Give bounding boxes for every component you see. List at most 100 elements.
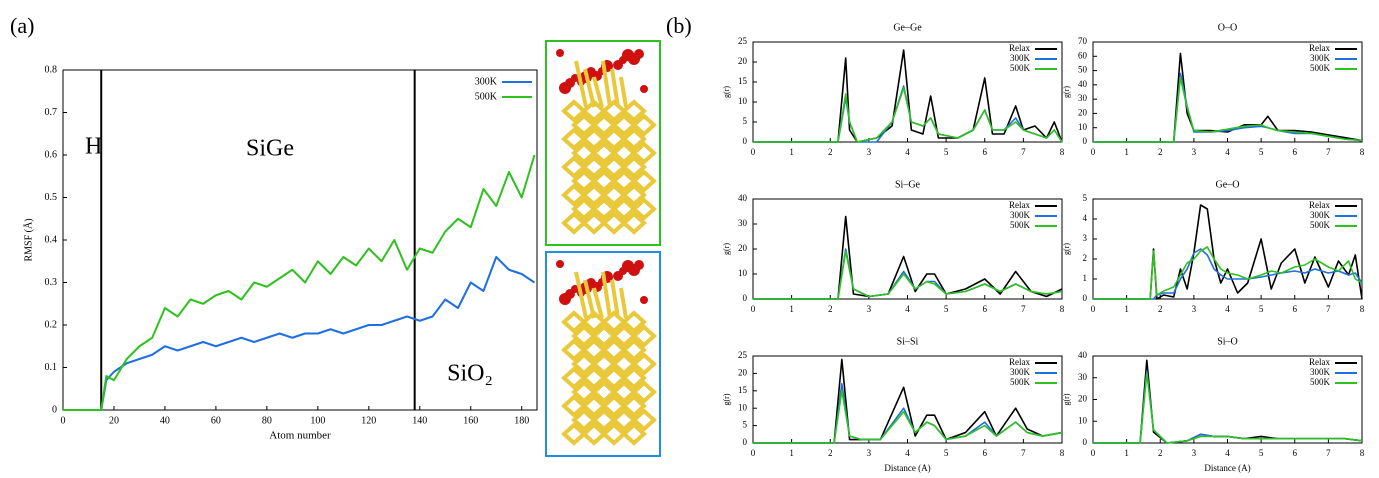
x-tick-label: 140 xyxy=(412,415,427,426)
x-tick-label: 1 xyxy=(789,448,794,458)
region-label: SiO₂ xyxy=(447,361,493,387)
x-tick-label: 2 xyxy=(1158,304,1163,314)
x-tick-label: 8 xyxy=(1360,304,1365,314)
x-tick-label: 0 xyxy=(1091,448,1096,458)
y-tick-label: 4 xyxy=(1083,213,1088,223)
oxygen-atom xyxy=(622,260,634,272)
y-tick-label: 5 xyxy=(1083,193,1088,203)
legend-label: 500K xyxy=(1010,377,1031,387)
y-tick-label: 40 xyxy=(738,193,748,203)
y-tick-label: 10 xyxy=(1078,122,1088,132)
y-axis-label: g(r) xyxy=(1062,393,1071,405)
x-tick-label: 8 xyxy=(1360,448,1365,458)
x-tick-label: 0 xyxy=(1091,304,1096,314)
legend-label: 500K xyxy=(475,91,498,102)
legend-label: 300K xyxy=(475,76,498,87)
region-label: H xyxy=(85,134,102,160)
x-tick-label: 3 xyxy=(867,147,872,157)
oxygen-atom xyxy=(556,49,564,57)
x-tick-label: 3 xyxy=(867,304,872,314)
legend-label: 500K xyxy=(1310,220,1331,230)
x-tick-label: 7 xyxy=(1021,448,1026,458)
x-tick-label: 0 xyxy=(1091,147,1096,157)
x-tick-label: 4 xyxy=(905,448,910,458)
y-axis-label: RMSF (Å) xyxy=(22,218,34,261)
x-tick-label: 6 xyxy=(1293,448,1298,458)
legend-label: 500K xyxy=(1310,63,1331,73)
legend-label: 500K xyxy=(1310,377,1331,387)
x-tick-label: 7 xyxy=(1021,304,1026,314)
y-axis-label: g(r) xyxy=(1062,243,1071,255)
y-tick-label: 20 xyxy=(738,243,748,253)
x-tick-label: 3 xyxy=(1192,147,1197,157)
y-tick-label: 0.4 xyxy=(45,234,58,245)
legend-label: Relax xyxy=(1009,357,1030,367)
y-tick-label: 1 xyxy=(1083,273,1088,283)
x-tick-label: 2 xyxy=(828,304,833,314)
y-tick-label: 50 xyxy=(1078,65,1088,75)
y-tick-label: 60 xyxy=(1078,50,1088,60)
series-line xyxy=(1093,249,1362,299)
y-axis-label: g(r) xyxy=(722,243,731,255)
y-tick-label: 30 xyxy=(738,218,748,228)
x-tick-label: 7 xyxy=(1326,304,1331,314)
x-axis-label: Distance (A) xyxy=(1204,463,1250,473)
y-tick-label: 5 xyxy=(743,420,748,430)
y-axis-label: g(r) xyxy=(1062,86,1071,98)
x-tick-label: 1 xyxy=(789,304,794,314)
chart-title: O–O xyxy=(1218,22,1237,33)
x-tick-label: 0 xyxy=(751,304,756,314)
x-tick-label: 2 xyxy=(1158,147,1163,157)
x-tick-label: 2 xyxy=(1158,448,1163,458)
x-tick-label: 8 xyxy=(1060,147,1065,157)
x-tick-label: 60 xyxy=(211,415,221,426)
chart-title: Ge–O xyxy=(1216,179,1240,190)
y-tick-label: 10 xyxy=(738,268,748,278)
x-tick-label: 4 xyxy=(1225,147,1230,157)
x-axis-label: Atom number xyxy=(269,430,331,442)
x-tick-label: 7 xyxy=(1326,448,1331,458)
oxygen-atom xyxy=(640,85,648,93)
x-tick-label: 180 xyxy=(514,415,529,426)
legend-label: 300K xyxy=(1010,210,1031,220)
y-tick-label: 0.5 xyxy=(45,192,58,203)
legend-label: Relax xyxy=(1009,200,1030,210)
legend-label: Relax xyxy=(1309,200,1330,210)
series-line xyxy=(753,384,1062,443)
y-tick-label: 2 xyxy=(1083,253,1088,263)
legend-label: 300K xyxy=(1010,367,1031,377)
x-tick-label: 3 xyxy=(867,448,872,458)
oxygen-atom xyxy=(634,260,644,270)
x-tick-label: 8 xyxy=(1060,304,1065,314)
series-line xyxy=(63,257,534,410)
figure: (a) (b) 02040608010012014016018000.10.20… xyxy=(0,0,1379,478)
x-tick-label: 4 xyxy=(1225,448,1230,458)
x-tick-label: 7 xyxy=(1021,147,1026,157)
oxygen-atom xyxy=(556,260,564,268)
x-tick-label: 80 xyxy=(262,415,272,426)
y-tick-label: 40 xyxy=(1078,350,1088,360)
y-tick-label: 0.8 xyxy=(45,64,58,75)
x-tick-label: 8 xyxy=(1360,147,1365,157)
chart-title: Ge–Ge xyxy=(893,22,922,33)
y-tick-label: 70 xyxy=(1078,36,1088,46)
y-tick-label: 30 xyxy=(1078,93,1088,103)
x-tick-label: 4 xyxy=(905,304,910,314)
x-tick-label: 5 xyxy=(944,448,949,458)
y-tick-label: 30 xyxy=(1078,372,1088,382)
x-tick-label: 4 xyxy=(905,147,910,157)
y-tick-label: 20 xyxy=(1078,394,1088,404)
y-tick-label: 0 xyxy=(1083,437,1088,447)
x-tick-label: 5 xyxy=(1259,448,1264,458)
y-tick-label: 0.7 xyxy=(45,107,58,118)
x-tick-label: 100 xyxy=(310,415,325,426)
y-tick-label: 3 xyxy=(1083,233,1088,243)
x-tick-label: 5 xyxy=(1259,304,1264,314)
y-tick-label: 20 xyxy=(738,56,748,66)
x-tick-label: 4 xyxy=(1225,304,1230,314)
y-tick-label: 0 xyxy=(1083,293,1088,303)
x-axis-label: Distance (A) xyxy=(884,463,930,473)
chart-title: Si–O xyxy=(1217,336,1238,347)
y-tick-label: 0 xyxy=(743,437,748,447)
x-tick-label: 2 xyxy=(828,448,833,458)
